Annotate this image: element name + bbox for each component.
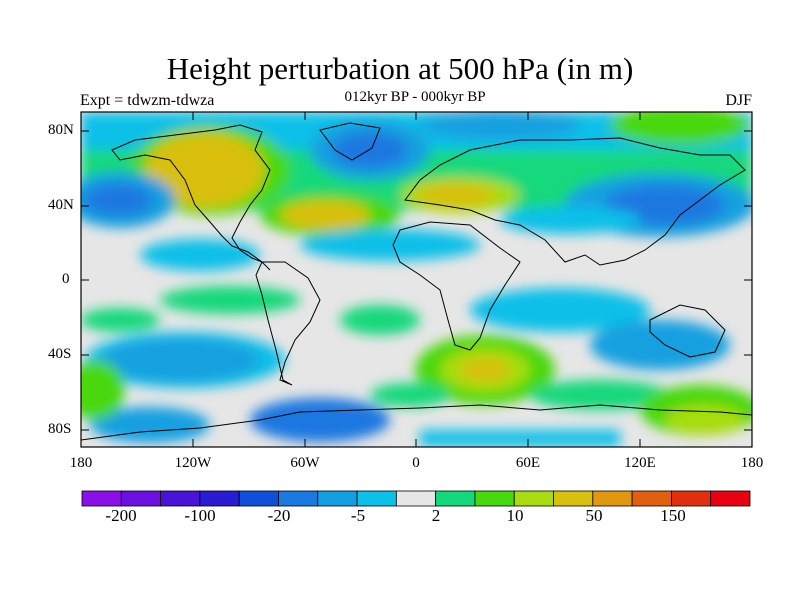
lat-label-40n: 40N: [48, 197, 74, 213]
colorbar-swatch: [120, 490, 161, 507]
antarctica-coast: [81, 404, 752, 441]
colorbar-swatch: [671, 490, 712, 507]
plot-title: Height perturbation at 500 hPa (in m): [166, 51, 634, 86]
colorbar-label: -200: [105, 506, 137, 525]
colorbar-swatch: [199, 490, 240, 507]
lon-label-0: 0: [412, 455, 420, 471]
africa-coast: [392, 221, 521, 351]
lat-label-40s: 40S: [48, 346, 72, 362]
lon-label-60w: 60W: [290, 455, 320, 471]
colorbar-swatch: [710, 490, 751, 507]
plot-subtitle: 012kyr BP - 000kyr BP: [344, 89, 486, 105]
eurasia-coast: [404, 137, 746, 266]
colorbar-swatch: [592, 490, 633, 507]
colorbar-swatch: [238, 490, 279, 507]
lat-label-80s: 80S: [48, 421, 72, 437]
colorbar: [81, 490, 751, 507]
colorbar-label: 150: [660, 506, 686, 525]
colorbar-swatch: [435, 490, 476, 507]
colorbar-label: 10: [506, 506, 524, 525]
north-america-coast: [111, 124, 271, 271]
colorbar-swatch: [356, 490, 397, 507]
lat-label-80n: 80N: [48, 122, 74, 138]
colorbar-swatch: [317, 490, 358, 507]
greenland-coast: [319, 122, 381, 161]
lat-label-0: 0: [62, 271, 70, 287]
colorbar-swatch: [474, 490, 515, 507]
colorbar-label: -5: [350, 506, 366, 525]
colorbar-label: -20: [267, 506, 291, 525]
season-label: DJF: [725, 92, 752, 109]
lon-label-120e: 120E: [624, 455, 656, 471]
colorbar-swatch: [278, 490, 319, 507]
colorbar-swatch: [160, 490, 201, 507]
ticks: [81, 112, 752, 447]
colorbar-swatch: [553, 490, 594, 507]
height-field: [81, 112, 752, 447]
australia-coast: [649, 304, 726, 358]
colorbar-label: 2: [431, 506, 441, 525]
lon-label-60e: 60E: [515, 455, 541, 471]
lon-label-180e: 180: [740, 455, 764, 471]
lon-label-120w: 120W: [174, 455, 212, 471]
colorbar-label: -100: [184, 506, 216, 525]
colorbar-swatch: [81, 490, 122, 507]
colorbar-swatch: [513, 490, 554, 507]
colorbar-label: 50: [585, 506, 603, 525]
south-america-coast: [255, 261, 321, 386]
lon-label-180w: 180: [69, 455, 93, 471]
experiment-label: Expt = tdwzm-tdwza: [80, 92, 215, 109]
colorbar-swatch: [395, 490, 437, 507]
coastlines: [81, 122, 752, 441]
colorbar-swatch: [631, 490, 672, 507]
